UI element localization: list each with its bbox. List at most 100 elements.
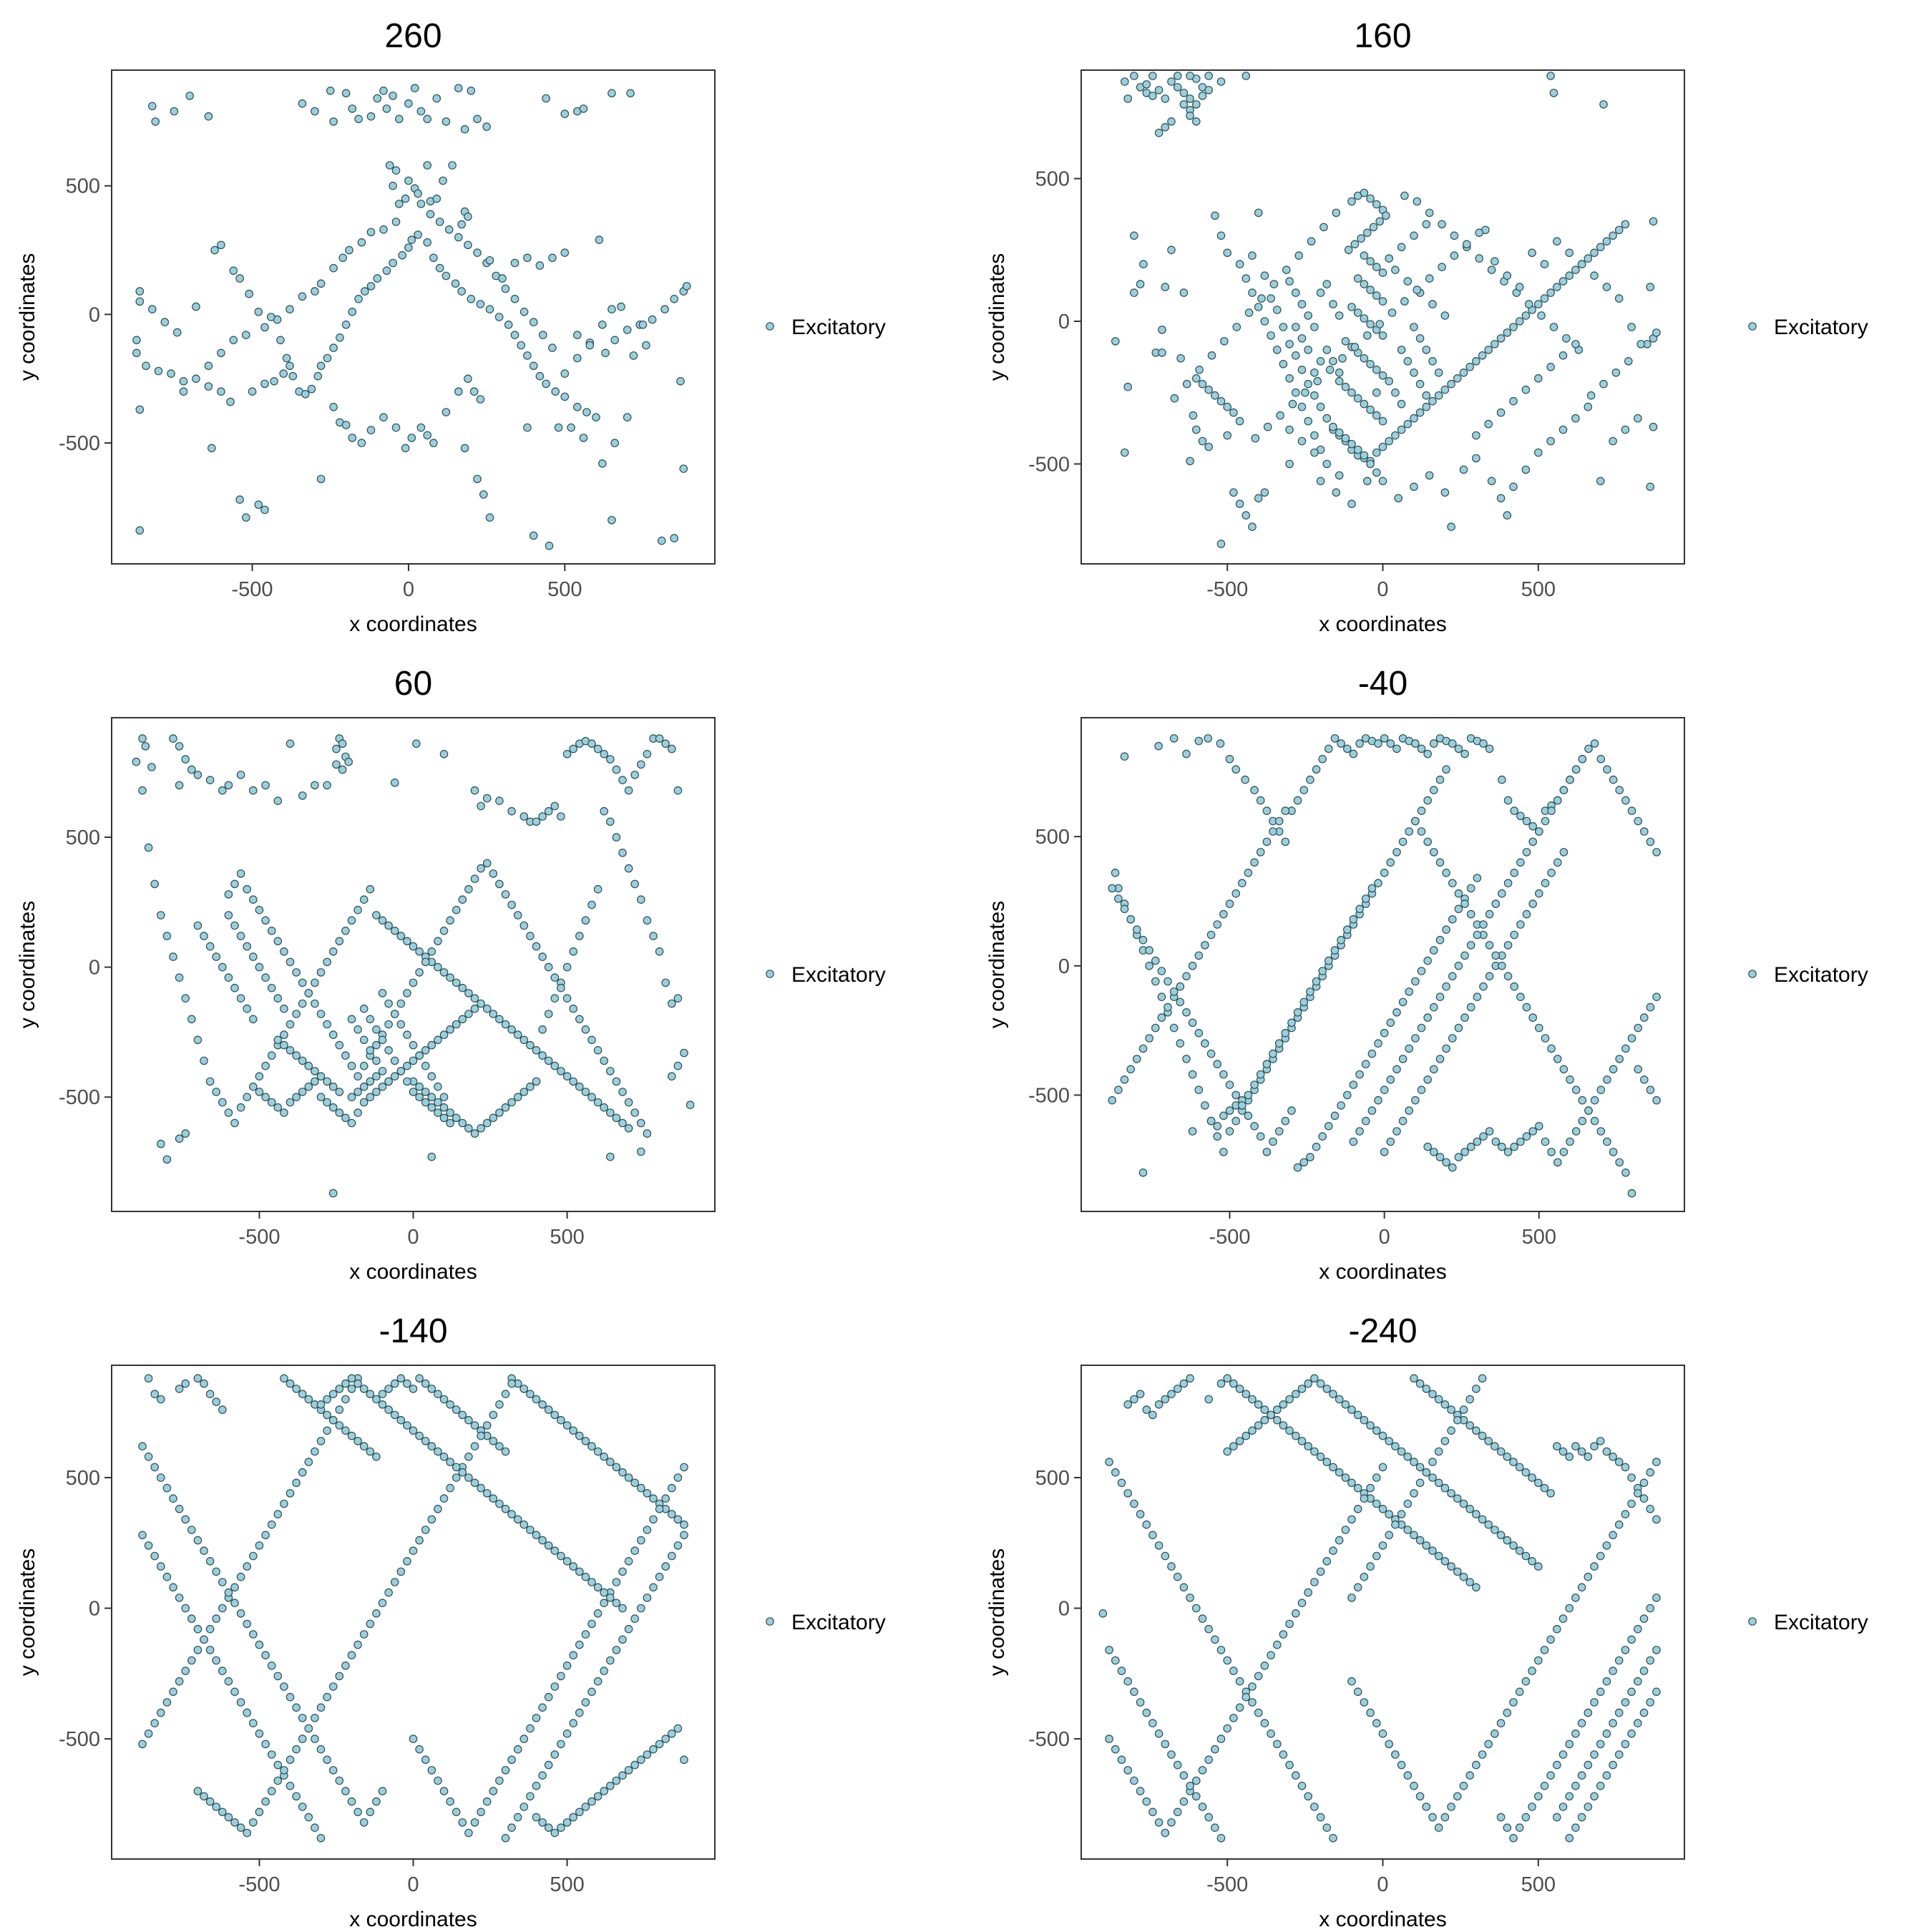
data-point: [439, 1453, 449, 1461]
data-point: [1571, 340, 1580, 348]
data-point: [473, 114, 482, 124]
data-point: [1398, 1055, 1407, 1063]
data-point: [1319, 223, 1328, 232]
data-point: [569, 1077, 577, 1086]
y-tick-label: 500: [1035, 168, 1070, 191]
data-point: [1528, 899, 1537, 908]
data-point: [477, 1483, 485, 1493]
data-point: [1535, 1023, 1543, 1033]
data-point: [311, 999, 319, 1008]
data-point: [1330, 734, 1340, 743]
data-point: [273, 1103, 283, 1112]
data-point: [1634, 816, 1642, 826]
data-point: [328, 1189, 338, 1198]
data-point: [1447, 522, 1455, 531]
data-point: [1559, 1065, 1568, 1074]
data-point: [473, 474, 482, 484]
data-point: [1313, 376, 1322, 386]
data-point: [452, 1463, 461, 1472]
data-point: [452, 1405, 461, 1414]
data-point: [1213, 1122, 1221, 1131]
data-point: [623, 326, 632, 334]
data-point: [477, 864, 485, 873]
data-point: [495, 796, 504, 805]
data-point: [1213, 1132, 1221, 1141]
data-point: [1250, 786, 1259, 794]
data-point: [316, 1400, 326, 1409]
data-point: [649, 1494, 658, 1503]
data-point: [1403, 419, 1413, 429]
data-point: [454, 84, 463, 92]
data-point: [673, 994, 683, 1002]
data-point: [544, 1823, 553, 1832]
data-point: [593, 1677, 602, 1686]
data-point: [435, 218, 444, 226]
data-point: [391, 423, 401, 432]
data-point: [513, 1093, 522, 1101]
data-point: [1188, 1127, 1197, 1136]
legend: Excitatory: [766, 963, 886, 987]
data-point: [391, 166, 401, 175]
data-point: [1244, 1111, 1253, 1121]
data-point: [1615, 1055, 1624, 1063]
data-point: [396, 1020, 406, 1029]
data-point: [1186, 457, 1194, 466]
data-point: [1472, 1510, 1480, 1518]
data-point: [557, 1823, 565, 1832]
data-point: [298, 999, 307, 1008]
data-point: [1634, 1065, 1642, 1074]
data-point: [1341, 337, 1350, 346]
data-point: [157, 1708, 165, 1717]
data-point: [544, 1760, 553, 1770]
data-point: [1260, 1662, 1269, 1670]
data-point: [316, 1010, 326, 1018]
data-point: [595, 235, 604, 244]
data-point: [236, 932, 245, 940]
x-axis-title: x coordinates: [349, 613, 477, 636]
data-point: [1375, 217, 1384, 226]
data-point: [1454, 962, 1463, 970]
data-point: [218, 962, 227, 972]
data-point: [1163, 977, 1172, 986]
data-point: [359, 1004, 369, 1013]
data-point: [1485, 909, 1494, 919]
data-point: [1256, 796, 1265, 805]
data-point: [1627, 1034, 1636, 1043]
data-point: [618, 776, 627, 784]
data-point: [255, 1088, 264, 1096]
data-point: [1139, 260, 1148, 268]
data-point: [1448, 1034, 1457, 1043]
data-point: [409, 978, 418, 987]
data-point: [464, 1453, 473, 1461]
data-point: [1413, 197, 1422, 206]
data-point: [538, 1818, 547, 1827]
data-point: [236, 1572, 245, 1581]
data-point: [390, 1410, 399, 1420]
data-point: [1460, 749, 1469, 758]
data-point: [1229, 1714, 1238, 1722]
data-point: [1415, 1379, 1425, 1388]
data-point: [1353, 274, 1362, 283]
data-point: [473, 248, 482, 257]
data-point: [1324, 956, 1333, 965]
data-point: [1231, 889, 1240, 898]
data-point: [1372, 1499, 1381, 1508]
data-point: [181, 1667, 190, 1675]
data-point: [1652, 1687, 1661, 1697]
data-point: [1410, 1489, 1418, 1498]
data-point: [1335, 1395, 1344, 1404]
data-point: [1422, 1541, 1431, 1550]
data-point: [470, 874, 479, 883]
data-point: [557, 812, 565, 821]
data-point: [1627, 806, 1636, 815]
data-point: [280, 947, 288, 956]
data-point: [1111, 1468, 1120, 1477]
data-point: [1535, 1122, 1543, 1131]
data-point: [482, 1797, 492, 1806]
data-point: [572, 331, 582, 339]
data-point: [1360, 314, 1369, 323]
data-point: [581, 1437, 590, 1445]
data-point: [507, 1755, 516, 1765]
data-point: [1447, 1489, 1455, 1498]
data-point: [1367, 884, 1377, 893]
